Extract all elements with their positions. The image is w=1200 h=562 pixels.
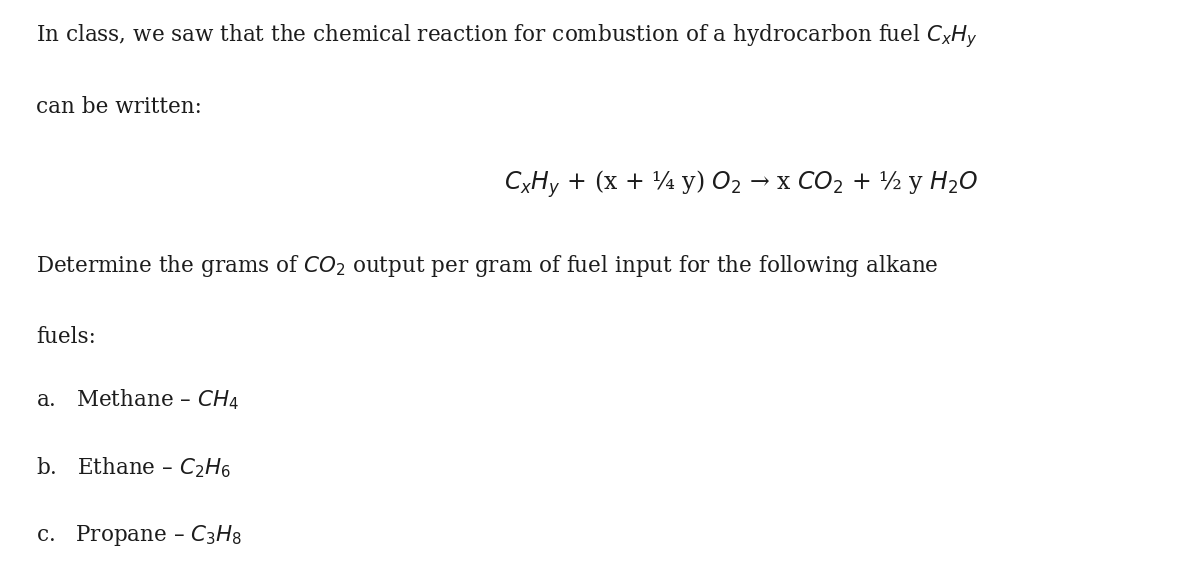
Text: $C_xH_y$ + (x + ¼ y) $O_2$ → x $CO_2$ + ½ y $H_2O$: $C_xH_y$ + (x + ¼ y) $O_2$ → x $CO_2$ + … bbox=[504, 169, 978, 200]
Text: fuels:: fuels: bbox=[36, 326, 96, 348]
Text: In class, we saw that the chemical reaction for combustion of a hydrocarbon fuel: In class, we saw that the chemical react… bbox=[36, 22, 978, 50]
Text: c.   Propane – $C_3H_8$: c. Propane – $C_3H_8$ bbox=[36, 523, 242, 547]
Text: Determine the grams of $CO_2$ output per gram of fuel input for the following al: Determine the grams of $CO_2$ output per… bbox=[36, 253, 938, 279]
Text: can be written:: can be written: bbox=[36, 96, 202, 117]
Text: b.   Ethane – $C_2H_6$: b. Ethane – $C_2H_6$ bbox=[36, 455, 230, 480]
Text: a.   Methane – $CH_4$: a. Methane – $CH_4$ bbox=[36, 388, 239, 413]
